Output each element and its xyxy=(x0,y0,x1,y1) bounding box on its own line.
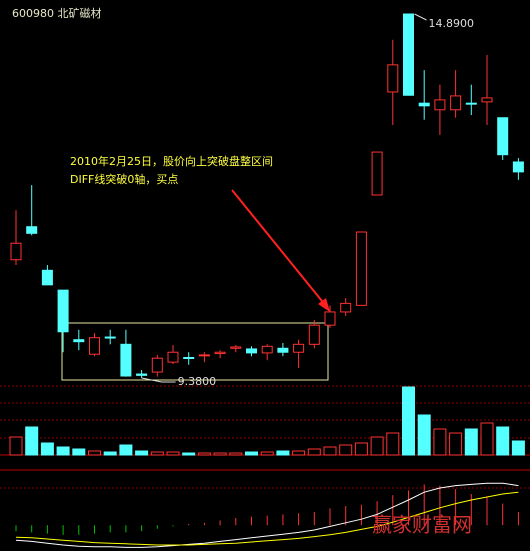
candle-body xyxy=(371,151,383,196)
macd-line xyxy=(15,491,519,546)
candle-body xyxy=(41,269,53,286)
candle-body xyxy=(230,346,242,349)
candle-body xyxy=(246,348,257,354)
candle-body xyxy=(120,343,132,377)
volume-bar xyxy=(197,452,211,456)
candle-body xyxy=(57,289,69,333)
chart-title: 600980 北矿磁材 xyxy=(12,6,102,20)
candle-body xyxy=(418,102,430,107)
volume-bar xyxy=(25,426,39,456)
candle-body xyxy=(10,242,22,261)
volume-bar xyxy=(511,440,525,456)
volume-bar xyxy=(72,448,86,456)
volume-bar xyxy=(166,451,180,456)
consolidation-box xyxy=(61,322,329,381)
volume-bar xyxy=(449,432,463,456)
volume-bar xyxy=(150,451,164,456)
volume-bar xyxy=(480,422,494,456)
volume-bar xyxy=(307,448,321,456)
candle-body xyxy=(450,95,462,111)
candle-body xyxy=(340,302,352,313)
arrow xyxy=(231,189,327,307)
candle-body xyxy=(481,97,493,103)
volume-bar xyxy=(40,442,54,456)
candle-body xyxy=(151,357,163,373)
volume-bar xyxy=(56,446,70,456)
volume-bar xyxy=(182,452,196,456)
candle-body xyxy=(198,354,210,357)
annotation: 2010年2月25日，股价向上突破盘整区间 xyxy=(70,154,273,168)
candle-body xyxy=(183,357,195,360)
watermark: 赢家财富网 xyxy=(372,513,472,537)
high-leader xyxy=(414,13,427,21)
volume-bar xyxy=(323,446,337,456)
high-label: 14.8900 xyxy=(429,17,475,30)
volume-bar xyxy=(245,451,258,456)
volume-bar xyxy=(433,428,447,456)
volume-bar xyxy=(213,452,227,456)
candle-body xyxy=(293,343,305,353)
candle-body xyxy=(403,13,414,96)
volume-bar xyxy=(354,442,368,456)
volume-bar xyxy=(402,386,415,456)
candle-body xyxy=(104,336,116,339)
macd-line xyxy=(15,482,519,548)
volume-bar xyxy=(386,432,400,456)
candle-body xyxy=(26,226,38,234)
volume-bar xyxy=(417,414,431,456)
volume-bar xyxy=(339,444,353,456)
candle-body xyxy=(261,345,273,354)
candle-body xyxy=(324,311,336,326)
candle-body xyxy=(167,351,179,363)
volume-bar xyxy=(88,450,101,456)
candle-body xyxy=(214,351,226,355)
volume-bar xyxy=(135,450,149,456)
low-label: 9.3800 xyxy=(178,375,217,388)
candle-body xyxy=(387,64,399,93)
candle-body xyxy=(89,337,100,355)
candle-body xyxy=(308,324,320,345)
candle-body xyxy=(355,231,367,306)
volume-bar xyxy=(9,436,23,456)
candle-body xyxy=(434,99,446,111)
volume-bar xyxy=(292,450,306,456)
volume-bar xyxy=(496,426,510,456)
volume-bar xyxy=(276,450,290,456)
volume-bar xyxy=(464,428,478,456)
volume-bar xyxy=(260,451,274,456)
annotation: DIFF线突破0轴，买点 xyxy=(70,172,178,186)
volume-bar xyxy=(370,436,384,456)
candle-body xyxy=(465,102,477,105)
candle-body xyxy=(136,373,148,376)
volume-bar xyxy=(229,452,243,456)
candle-body xyxy=(73,339,85,343)
candle-body xyxy=(497,117,509,156)
candle-body xyxy=(512,161,524,173)
candle-body xyxy=(277,347,289,353)
volume-bar xyxy=(103,451,117,456)
volume-bar xyxy=(119,444,133,456)
arrow-head xyxy=(318,298,330,312)
low-leader xyxy=(141,377,176,383)
